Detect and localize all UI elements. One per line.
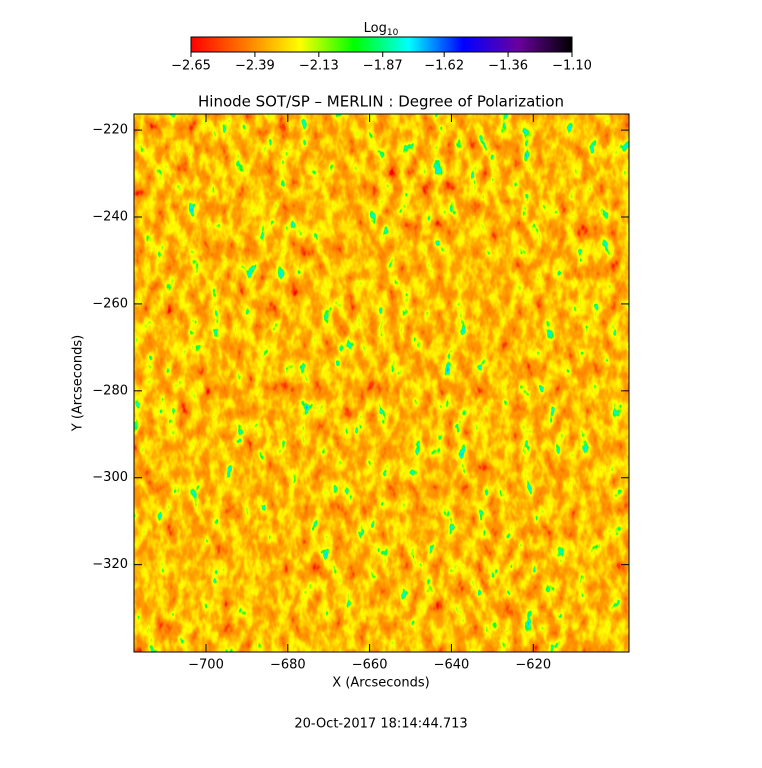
timestamp: 20-Oct-2017 18:14:44.713 [294,717,467,732]
y-tick-label: −240 [92,209,128,224]
y-tick-label: −220 [92,123,128,138]
x-tick-label: −680 [270,658,306,673]
colorbar-tick-label: −1.62 [424,59,464,74]
x-tick-label: −700 [188,658,224,673]
x-tick-label: −660 [352,658,388,673]
colorbar-tick-label: −1.87 [363,59,403,74]
plot-frame [133,113,630,653]
y-tick-label: −260 [92,296,128,311]
colorbar-label-base: Log [364,21,387,36]
colorbar-tick-label: −2.39 [235,59,275,74]
x-axis-label: X (Arcseconds) [332,676,429,691]
colorbar-tick-label: −1.36 [488,59,528,74]
colorbar-tick-label: −1.10 [552,59,592,74]
x-tick-label: −620 [515,658,551,673]
x-tick-label: −640 [434,658,470,673]
colorbar-label-sub: 10 [387,28,399,38]
colorbar-tick-label: −2.13 [299,59,339,74]
heatmap-image [134,114,629,652]
y-tick-label: −300 [92,470,128,485]
colorbar [190,36,573,53]
y-tick-label: −280 [92,383,128,398]
y-axis-label: Y (Arcseconds) [71,335,86,432]
chart-title: Hinode SOT/SP – MERLIN : Degree of Polar… [198,93,564,111]
colorbar-label: Log10 [364,21,399,38]
y-tick-label: −320 [92,557,128,572]
colorbar-tick-label: −2.65 [171,59,211,74]
